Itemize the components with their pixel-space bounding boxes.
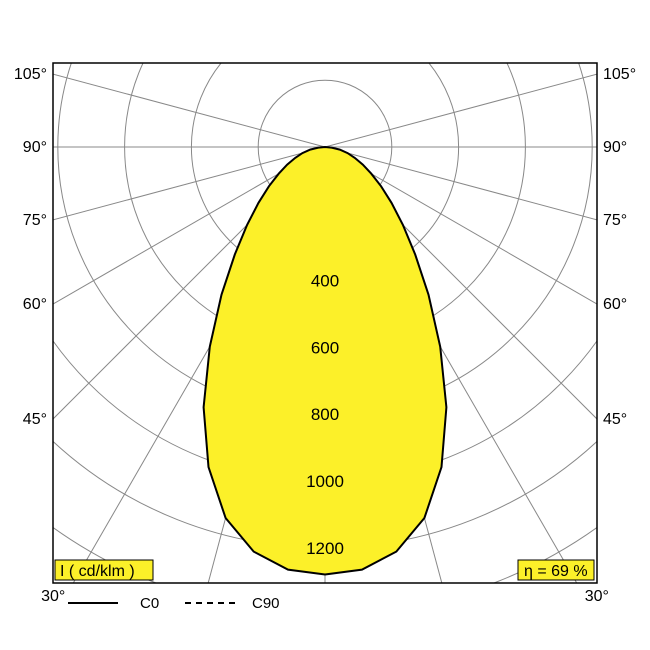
svg-text:400: 400 (311, 272, 339, 291)
svg-text:1000: 1000 (306, 472, 344, 491)
unit-label: I ( cd/klm ) (60, 563, 135, 580)
svg-text:90°: 90° (23, 139, 47, 156)
legend: C0 C90 (68, 595, 280, 612)
svg-text:1200: 1200 (306, 539, 344, 558)
svg-text:30°: 30° (41, 588, 65, 605)
svg-text:45°: 45° (603, 411, 627, 428)
polar-intensity-chart: 400 600 800 1000 1200 30° 30° 45° 45° 60° 60° 75° 7… (0, 0, 650, 650)
svg-text:800: 800 (311, 405, 339, 424)
svg-text:30°: 30° (585, 588, 609, 605)
intensity-curve (204, 147, 447, 575)
svg-text:60°: 60° (603, 296, 627, 313)
svg-text:75°: 75° (23, 212, 47, 229)
svg-text:90°: 90° (603, 139, 627, 156)
eta-label: η = 69 % (524, 563, 588, 580)
svg-text:600: 600 (311, 338, 339, 357)
svg-text:105°: 105° (603, 66, 636, 83)
legend-c90-label: C90 (252, 595, 280, 612)
legend-c0-label: C0 (140, 595, 159, 612)
svg-text:45°: 45° (23, 411, 47, 428)
svg-text:75°: 75° (603, 212, 627, 229)
svg-text:105°: 105° (14, 66, 47, 83)
svg-text:60°: 60° (23, 296, 47, 313)
